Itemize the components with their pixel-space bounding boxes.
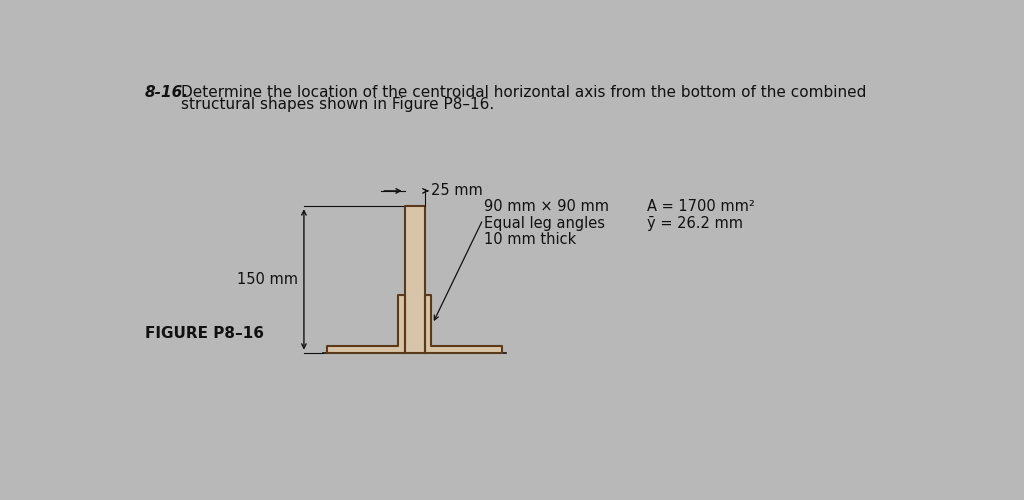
Text: 25 mm: 25 mm: [431, 184, 482, 198]
Text: A = 1700 mm²: A = 1700 mm²: [647, 198, 755, 214]
Text: Determine the location of the centroidal horizontal axis from the bottom of the : Determine the location of the centroidal…: [180, 84, 866, 100]
Polygon shape: [404, 206, 425, 352]
Text: FIGURE P8–16: FIGURE P8–16: [145, 326, 264, 340]
Text: 8-16.: 8-16.: [145, 84, 189, 100]
Text: 90 mm × 90 mm: 90 mm × 90 mm: [484, 198, 609, 214]
Text: structural shapes shown in Figure P8–16.: structural shapes shown in Figure P8–16.: [180, 97, 494, 112]
Text: Equal leg angles: Equal leg angles: [484, 216, 605, 230]
Polygon shape: [425, 295, 503, 352]
Text: 10 mm thick: 10 mm thick: [484, 232, 577, 248]
Polygon shape: [328, 295, 404, 352]
Text: ȳ = 26.2 mm: ȳ = 26.2 mm: [647, 216, 743, 230]
Text: 150 mm: 150 mm: [237, 272, 298, 287]
